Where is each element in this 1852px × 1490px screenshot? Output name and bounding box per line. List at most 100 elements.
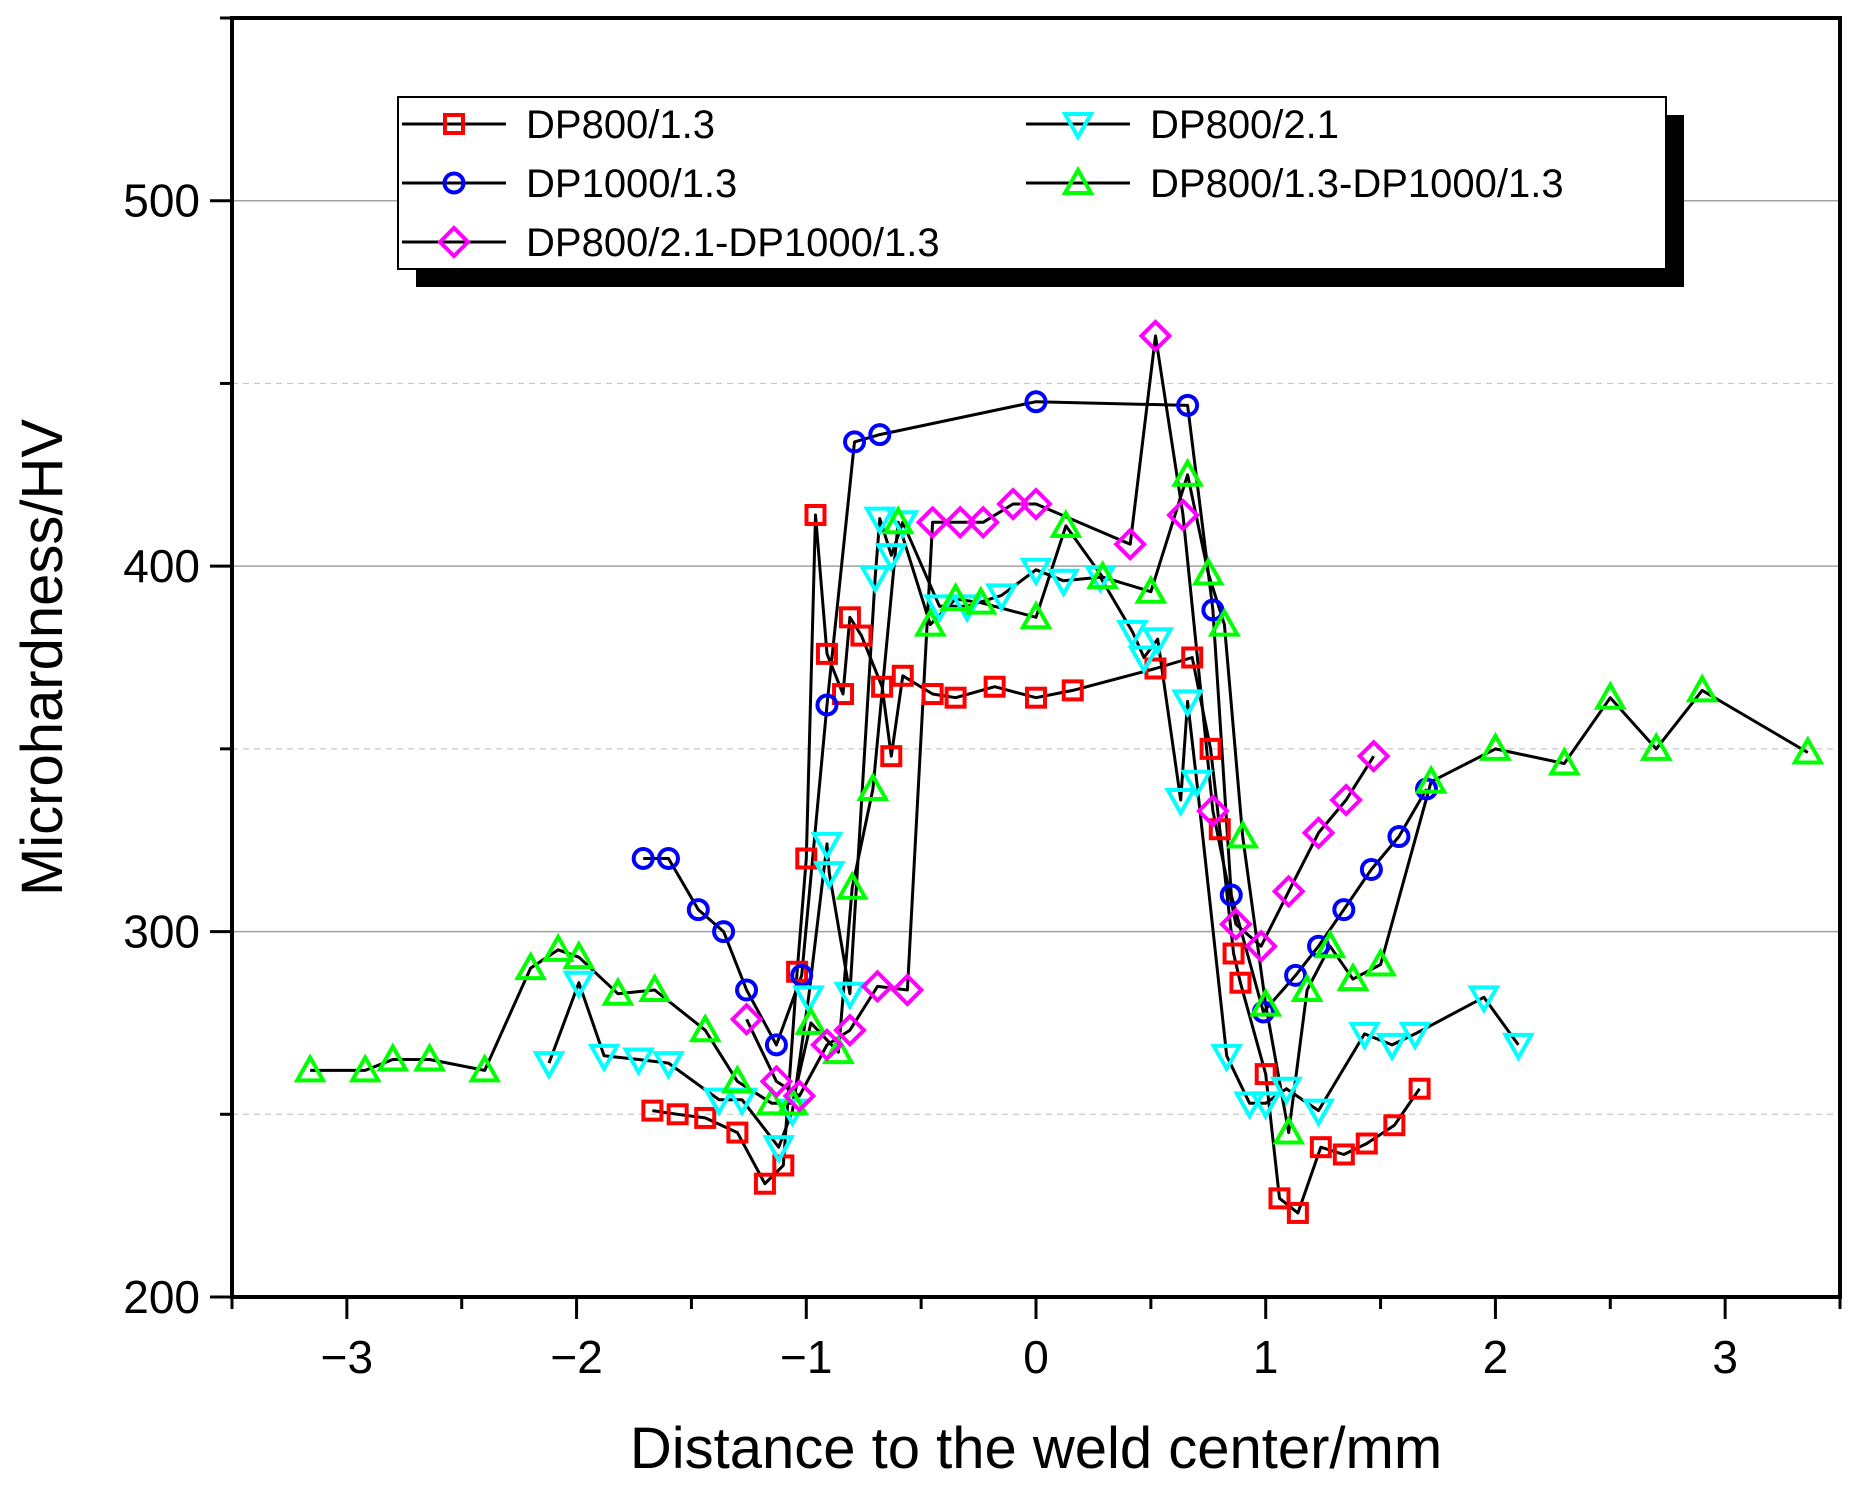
series-line-dp800-1-3-dp1000-1-3 [310, 473, 1809, 1135]
data-point-dp800-1-3-dp1000-1-3 [1207, 607, 1241, 637]
data-point-dp800-1-3 [880, 745, 903, 768]
legend-marker-dp1000-1-3 [442, 171, 466, 195]
data-point-dp800-1-3-dp1000-1-3 [1639, 731, 1673, 761]
data-point-dp800-2-1-dp1000-1-3 [1166, 498, 1200, 532]
data-point-dp800-1-3 [1222, 942, 1245, 965]
legend-label: DP1000/1.3 [526, 162, 737, 206]
x-tick-label: 3 [1712, 1331, 1738, 1383]
data-point-dp800-2-1 [1233, 1091, 1267, 1121]
data-point-dp800-2-1-dp1000-1-3 [915, 505, 950, 540]
x-axis-title: Distance to the weld center/mm [630, 1416, 1442, 1481]
data-point-dp800-1-3-dp1000-1-3 [541, 932, 575, 962]
data-point-dp800-1-3-dp1000-1-3 [468, 1053, 502, 1083]
data-point-dp800-2-1-dp1000-1-3 [1113, 527, 1148, 562]
data-point-dp800-2-1 [1047, 568, 1080, 598]
data-point-dp800-2-1-dp1000-1-3 [810, 1028, 844, 1062]
legend-item-dp800-2-1: DP800/2.1 [1026, 103, 1339, 147]
data-point-dp800-2-1 [1171, 689, 1205, 719]
y-tick-label: 400 [123, 540, 200, 592]
data-point-dp800-2-1-dp1000-1-3 [1271, 874, 1306, 909]
data-point-dp800-1-3-dp1000-1-3 [638, 972, 672, 1003]
data-point-dp800-1-3 [944, 686, 967, 709]
data-point-dp800-1-3-dp1000-1-3 [1226, 819, 1260, 849]
data-point-dp800-1-3 [921, 683, 944, 706]
data-point-dp800-1-3-dp1000-1-3 [1290, 972, 1324, 1003]
legend-item-dp800-1-3: DP800/1.3 [402, 103, 715, 147]
x-tick-label: 0 [1023, 1331, 1049, 1383]
data-point-dp800-2-1-dp1000-1-3 [1301, 816, 1336, 850]
data-point-dp800-1-3 [1199, 737, 1222, 760]
data-point-dp800-2-1 [762, 1135, 796, 1165]
data-point-dp800-1-3 [871, 675, 894, 698]
data-point-dp800-1-3-dp1000-1-3 [293, 1053, 327, 1083]
series-markers-dp1000-1-3 [631, 390, 1439, 1057]
data-point-dp800-2-1 [1141, 627, 1175, 657]
y-tick-label: 300 [123, 906, 200, 958]
data-point-dp800-1-3-dp1000-1-3 [1191, 556, 1225, 586]
data-point-dp1000-1-3 [868, 423, 892, 447]
data-point-dp800-1-3-dp1000-1-3 [1547, 746, 1581, 776]
data-point-dp800-1-3 [1332, 1143, 1355, 1166]
data-point-dp800-2-1-dp1000-1-3 [729, 1002, 764, 1037]
data-point-dp800-1-3 [1181, 646, 1204, 669]
data-point-dp1000-1-3 [1332, 898, 1356, 922]
data-point-dp800-2-1 [1467, 985, 1501, 1015]
x-tick-label: −1 [780, 1331, 832, 1383]
data-point-dp1000-1-3 [1387, 825, 1411, 849]
data-point-dp1000-1-3 [1284, 963, 1308, 987]
data-point-dp800-1-3-dp1000-1-3 [1364, 947, 1397, 977]
data-point-dp800-2-1 [858, 565, 892, 595]
data-point-dp800-1-3 [804, 503, 827, 526]
legend: DP800/1.3 DP1000/1.3 DP800/2.1 DP800/1.3-DP… [397, 96, 1684, 287]
legend-item-dp1000-1-3: DP1000/1.3 [402, 162, 737, 206]
legend-marker-dp800-1-3 [443, 113, 465, 135]
y-axis-title: Microhardness/HV [10, 419, 75, 896]
data-point-dp800-2-1 [652, 1051, 685, 1081]
legend-label: DP800/2.1 [1150, 103, 1339, 147]
data-point-dp1000-1-3 [815, 693, 839, 717]
data-point-dp800-1-3-dp1000-1-3 [413, 1042, 446, 1072]
data-point-dp800-2-1 [1249, 1091, 1283, 1121]
data-point-dp800-1-3 [1355, 1132, 1378, 1155]
data-point-dp800-2-1 [1501, 1032, 1535, 1062]
data-point-dp800-1-3 [1229, 971, 1252, 994]
data-point-dp800-1-3-dp1000-1-3 [1593, 680, 1627, 710]
data-point-dp800-1-3-dp1000-1-3 [1086, 560, 1120, 590]
data-point-dp800-2-1 [1348, 1021, 1381, 1051]
data-point-dp800-1-3 [726, 1121, 749, 1144]
legend-marker-dp800-2-1-dp1000-1-3 [437, 225, 471, 259]
data-point-dp800-1-3-dp1000-1-3 [794, 1005, 828, 1035]
y-axis: 200 300 400 500 [123, 16, 232, 1323]
y-tick-label: 200 [123, 1271, 200, 1323]
data-point-dp800-2-1 [622, 1047, 656, 1077]
data-point-dp800-2-1 [1302, 1098, 1335, 1128]
data-point-dp800-1-3-dp1000-1-3 [964, 585, 998, 615]
legend-marker-dp800-2-1 [1061, 112, 1095, 142]
data-point-dp800-2-1 [833, 981, 867, 1011]
data-point-dp800-1-3-dp1000-1-3 [822, 1035, 855, 1065]
data-point-dp800-2-1-dp1000-1-3 [1244, 929, 1278, 964]
data-point-dp800-1-3 [666, 1103, 689, 1126]
series-markers-dp800-2-1-dp1000-1-3 [729, 319, 1391, 1113]
data-point-dp800-1-3 [832, 683, 855, 706]
legend-label: DP800/1.3-DP1000/1.3 [1150, 162, 1564, 206]
data-point-dp800-1-3-dp1000-1-3 [514, 951, 548, 981]
data-point-dp800-1-3-dp1000-1-3 [601, 976, 635, 1006]
x-tick-label: 2 [1483, 1331, 1509, 1383]
data-point-dp800-1-3 [891, 664, 914, 687]
data-point-dp800-2-1 [1269, 1076, 1303, 1106]
data-point-dp1000-1-3 [764, 1033, 788, 1057]
data-point-dp800-1-3 [786, 960, 809, 983]
data-point-dp1000-1-3 [843, 430, 867, 454]
y-tick-label: 500 [123, 175, 200, 227]
data-point-dp800-1-3-dp1000-1-3 [835, 870, 869, 900]
data-point-dp800-1-3-dp1000-1-3 [913, 607, 947, 637]
data-point-dp800-1-3 [694, 1106, 717, 1129]
data-point-dp800-2-1-dp1000-1-3 [1329, 783, 1363, 817]
data-point-dp800-1-3-dp1000-1-3 [755, 1086, 789, 1116]
series-markers-dp800-2-1 [532, 506, 1535, 1165]
series-markers [293, 319, 1825, 1224]
data-point-dp800-1-3 [795, 847, 818, 870]
data-point-dp1000-1-3 [631, 846, 655, 870]
